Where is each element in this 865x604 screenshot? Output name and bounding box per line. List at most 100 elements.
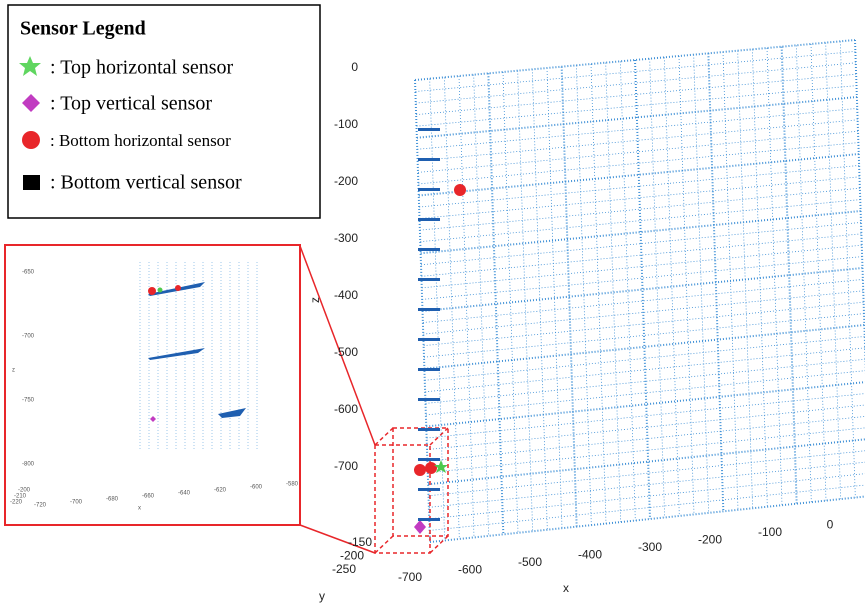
inset-beam [148,282,246,418]
tick-label: -200 [340,549,364,563]
mesh-line [427,427,865,474]
tick-label: -640 [178,491,191,497]
mesh-line [517,70,534,532]
sensor-marker [414,520,426,534]
mesh-line [473,74,490,536]
tick-label: -300 [334,231,358,245]
tick-label: -400 [578,548,602,562]
beam-stub [418,488,440,491]
beam-stub [418,308,440,311]
tick-label: -700 [70,500,83,506]
mesh-line [428,461,865,508]
zoom-box [374,427,449,554]
legend-label: : Bottom horizontal sensor [50,131,231,150]
axis-label: x [563,581,569,595]
mesh-line [429,484,865,531]
beam-stub [418,128,440,131]
mesh-line [429,473,865,520]
beam-stub [418,398,440,401]
tick-label: -400 [334,288,358,302]
beam-stub [418,338,440,341]
legend-label: : Bottom vertical sensor [50,172,242,194]
sensor-marker [175,285,181,291]
mesh-line [502,71,519,533]
tick-label: 0 [827,518,834,532]
mesh-line [428,438,865,486]
beam-stub [418,368,440,371]
mesh-line [422,279,863,323]
legend-box [7,4,321,219]
tick-label: -700 [398,570,422,584]
tick-label: -700 [334,459,358,473]
beam-stub [418,278,440,281]
mesh-line [422,256,863,300]
mesh-line [458,75,475,538]
tick-label: -720 [34,503,47,509]
beam-stub [418,218,440,221]
mesh-line [825,42,842,500]
mesh-line [649,58,666,518]
mesh-line [854,39,865,375]
tick-label: -600 [250,485,263,491]
tick-label: -620 [214,488,227,494]
mesh-line [424,336,865,381]
mesh-line [420,199,861,243]
tick-label: -200 [698,533,722,547]
tick-label: -500 [334,345,358,359]
tick-label: -200 [18,488,31,494]
mesh-line [422,267,863,312]
sensor-marker [150,416,156,422]
mesh-line [426,381,865,428]
mesh-line [421,244,862,289]
tick-label: -100 [334,117,358,131]
tick-label: -500 [518,555,542,569]
legend-title: Sensor Legend [20,18,146,40]
sensor-marker [148,287,156,295]
legend-label: : Top horizontal sensor [50,57,234,79]
legend-symbol [22,131,40,149]
inset-frame [4,244,301,526]
tick-label: -660 [142,494,155,500]
mesh-line [722,51,739,510]
tick-label: -700 [22,334,35,340]
tick-label: -650 [22,270,35,276]
tick-label: -580 [286,482,299,488]
mesh-line [428,450,865,497]
beam-stub [418,158,440,161]
tick-label: -600 [334,402,358,416]
tick-label: 0 [351,60,358,74]
beam-stub [418,248,440,251]
axis-label: z [12,368,15,374]
mesh-line [424,324,865,370]
zoom-connector [299,245,376,446]
mesh-line [780,46,798,504]
axis-label: y [319,589,325,603]
tick-label: -600 [458,563,482,577]
tick-label: -250 [332,562,356,576]
tick-label: -300 [638,540,662,554]
sensor-marker [425,462,437,474]
mesh-line [429,495,865,543]
tick-label: -750 [22,398,35,404]
mesh-line [423,313,865,358]
mesh-line [810,43,827,501]
legend-symbol [22,94,40,112]
mesh-line [766,47,783,506]
mesh-line [751,49,768,507]
axis-label: x [138,506,141,512]
tick-label: -100 [758,525,782,539]
mesh-line [634,59,651,520]
legend-symbol [23,175,40,190]
sensor-marker [434,460,448,473]
beam-stub [418,518,440,521]
mesh-line [426,393,865,439]
tick-label: -150 [348,535,372,549]
inset-point-cloud [139,262,258,450]
legend-label: : Top vertical sensor [50,93,212,115]
mesh-line [795,45,812,503]
beam-stub [418,428,440,431]
tick-label: -680 [106,497,119,503]
tick-label: -800 [22,462,35,468]
